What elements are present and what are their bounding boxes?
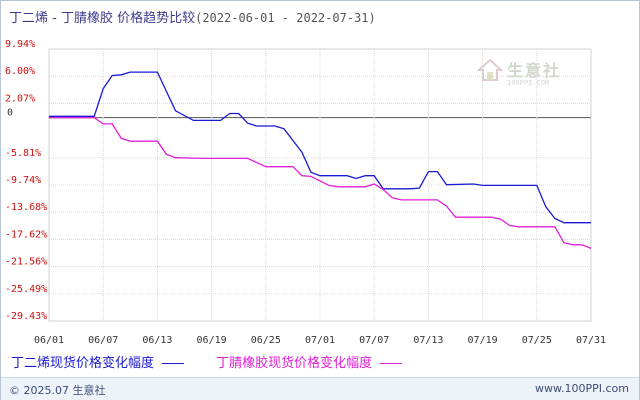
watermark-text: 生意社 bbox=[507, 61, 562, 80]
x-tick-label: 07/07 bbox=[359, 335, 389, 346]
legend-swatch-1 bbox=[162, 363, 185, 364]
series-line-1 bbox=[49, 71, 591, 224]
y-tick-label: -13.68% bbox=[5, 202, 47, 213]
y-tick-label: -5.81% bbox=[5, 148, 41, 159]
y-tick-label: -21.56% bbox=[5, 257, 47, 268]
x-tick-label: 06/13 bbox=[142, 335, 172, 346]
x-tick-label: 07/13 bbox=[413, 335, 443, 346]
x-tick-label: 06/07 bbox=[88, 335, 118, 346]
x-tick-label: 07/19 bbox=[468, 335, 498, 346]
date-range: (2022-06-01 - 2022-07-31) bbox=[195, 11, 376, 25]
watermark-url: 100PPI.COM bbox=[507, 79, 550, 87]
legend: 丁二烯现货价格变化幅度 丁腈橡胶现货价格变化幅度 bbox=[11, 352, 430, 371]
y-tick-label: 6.00% bbox=[5, 66, 35, 77]
x-tick-label: 06/25 bbox=[251, 335, 281, 346]
legend-label-2: 丁腈橡胶现货价格变化幅度 bbox=[216, 356, 373, 371]
axis-layer: 9.94% 6.00% 2.07% 0 -5.81% -9.74% -13.68% -17.6… bbox=[5, 39, 606, 346]
legend-label-1: 丁二烯现货价格变化幅度 bbox=[11, 356, 155, 371]
legend-item-2: 丁腈橡胶现货价格变化幅度 bbox=[216, 352, 403, 371]
y-tick-label: -17.62% bbox=[5, 229, 47, 240]
x-tick-label: 07/31 bbox=[576, 335, 606, 346]
y-tick-label: 9.94% bbox=[5, 39, 35, 50]
legend-swatch-2 bbox=[380, 363, 403, 364]
title-text: 丁二烯 - 丁腈橡胶 价格趋势比较 bbox=[9, 11, 196, 26]
copyright: © 2025.07 生意社 bbox=[9, 384, 106, 397]
site-link[interactable]: www.100PPI.com bbox=[535, 382, 629, 395]
y-tick-label: -29.43% bbox=[5, 311, 47, 322]
x-tick-label: 07/01 bbox=[305, 335, 335, 346]
chart-title: 丁二烯 - 丁腈橡胶 价格趋势比较(2022-06-01 - 2022-07-3… bbox=[9, 7, 376, 26]
x-tick-label: 06/01 bbox=[34, 335, 64, 346]
legend-item-1: 丁二烯现货价格变化幅度 bbox=[11, 352, 185, 371]
y-tick-label: 0 bbox=[7, 108, 13, 119]
series-line-2 bbox=[49, 117, 591, 249]
x-tick-label: 07/25 bbox=[522, 335, 552, 346]
y-tick-label: 2.07% bbox=[5, 93, 35, 104]
x-tick-label: 06/19 bbox=[197, 335, 227, 346]
series-layer bbox=[49, 71, 591, 249]
y-tick-label: -9.74% bbox=[5, 175, 41, 186]
y-tick-label: -25.49% bbox=[5, 284, 47, 295]
footer: © 2025.07 生意社 www.100PPI.com bbox=[1, 377, 639, 400]
